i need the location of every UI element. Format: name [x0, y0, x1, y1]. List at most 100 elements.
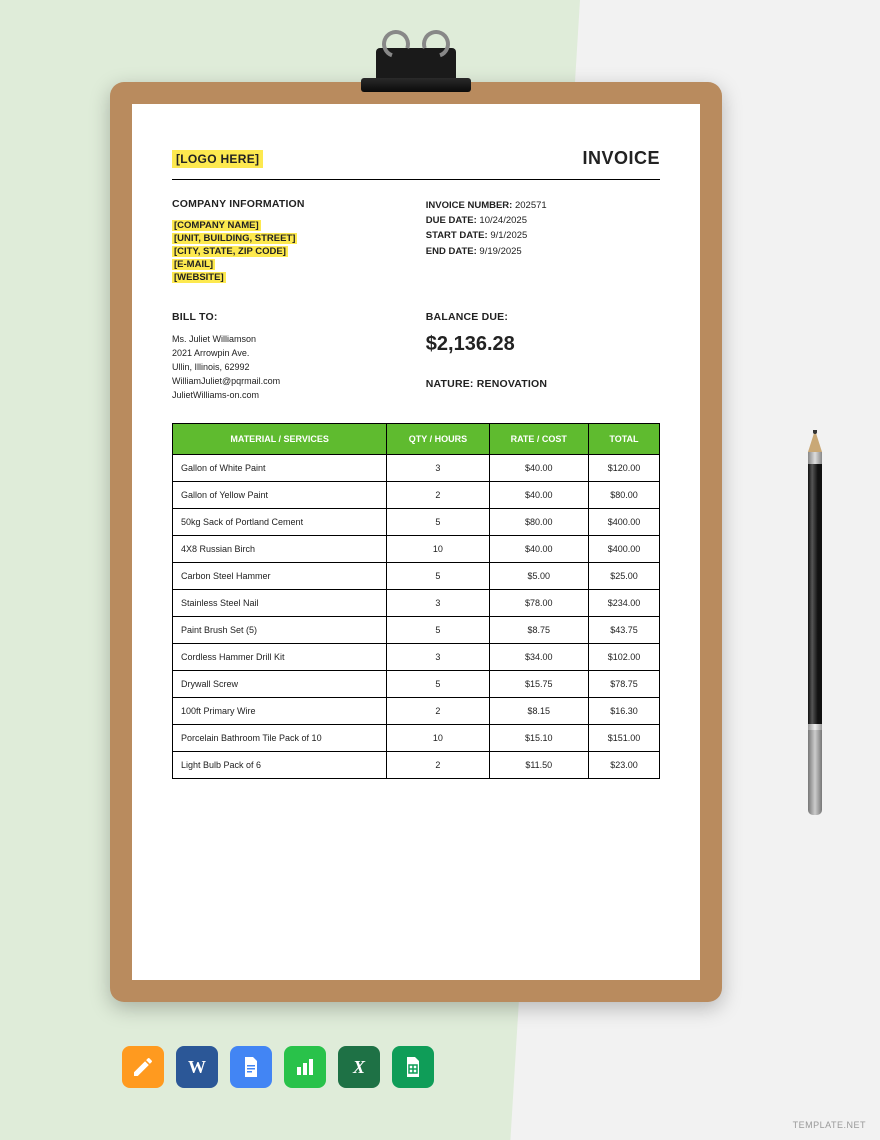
invoice-meta-line: END DATE: 9/19/2025	[426, 244, 660, 259]
invoice-title: INVOICE	[582, 148, 660, 169]
bill-to-line: WilliamJuliet@pqrmail.com	[172, 375, 406, 389]
table-cell: $120.00	[588, 454, 659, 481]
table-row: Porcelain Bathroom Tile Pack of 1010$15.…	[173, 724, 660, 751]
table-cell: Gallon of White Paint	[173, 454, 387, 481]
pages-icon[interactable]	[122, 1046, 164, 1088]
table-row: Light Bulb Pack of 62$11.50$23.00	[173, 751, 660, 778]
table-row: Gallon of White Paint3$40.00$120.00	[173, 454, 660, 481]
table-cell: Stainless Steel Nail	[173, 589, 387, 616]
table-header-cell: MATERIAL / SERVICES	[173, 423, 387, 454]
pen-decoration	[808, 430, 822, 815]
table-row: 50kg Sack of Portland Cement5$80.00$400.…	[173, 508, 660, 535]
company-info-heading: COMPANY INFORMATION	[172, 198, 406, 210]
table-cell: $43.75	[588, 616, 659, 643]
table-header-cell: RATE / COST	[489, 423, 588, 454]
bill-to-line: 2021 Arrowpin Ave.	[172, 347, 406, 361]
bill-to-block: BILL TO: Ms. Juliet Williamson2021 Arrow…	[172, 311, 406, 403]
nature-line: NATURE: RENOVATION	[426, 378, 660, 390]
table-cell: Cordless Hammer Drill Kit	[173, 643, 387, 670]
table-cell: 3	[387, 454, 489, 481]
balance-block: BALANCE DUE: $2,136.28 NATURE: RENOVATIO…	[426, 311, 660, 403]
table-cell: 3	[387, 589, 489, 616]
table-header-cell: QTY / HOURS	[387, 423, 489, 454]
table-cell: $23.00	[588, 751, 659, 778]
table-cell: $400.00	[588, 535, 659, 562]
table-cell: $78.75	[588, 670, 659, 697]
table-cell: Light Bulb Pack of 6	[173, 751, 387, 778]
bill-to-line: Ms. Juliet Williamson	[172, 333, 406, 347]
table-cell: 3	[387, 643, 489, 670]
company-placeholder: [E-MAIL]	[172, 259, 215, 270]
table-cell: $151.00	[588, 724, 659, 751]
header-rule	[172, 179, 660, 180]
table-cell: $34.00	[489, 643, 588, 670]
watermark: TEMPLATE.NET	[793, 1120, 866, 1130]
table-row: Drywall Screw5$15.75$78.75	[173, 670, 660, 697]
table-cell: 50kg Sack of Portland Cement	[173, 508, 387, 535]
table-row: Cordless Hammer Drill Kit3$34.00$102.00	[173, 643, 660, 670]
company-placeholder: [COMPANY NAME]	[172, 220, 261, 231]
table-cell: $40.00	[489, 535, 588, 562]
balance-amount: $2,136.28	[426, 333, 660, 356]
table-cell: $15.10	[489, 724, 588, 751]
table-cell: $15.75	[489, 670, 588, 697]
invoice-paper: [LOGO HERE] INVOICE COMPANY INFORMATION …	[132, 104, 700, 980]
bill-to-heading: BILL TO:	[172, 311, 406, 323]
table-cell: $8.15	[489, 697, 588, 724]
binder-clip	[361, 48, 471, 108]
table-cell: $5.00	[489, 562, 588, 589]
table-cell: $11.50	[489, 751, 588, 778]
table-header-cell: TOTAL	[588, 423, 659, 454]
company-placeholder: [WEBSITE]	[172, 272, 226, 283]
table-row: Stainless Steel Nail3$78.00$234.00	[173, 589, 660, 616]
table-cell: $78.00	[489, 589, 588, 616]
table-cell: 10	[387, 535, 489, 562]
table-cell: $8.75	[489, 616, 588, 643]
sheets-icon[interactable]	[392, 1046, 434, 1088]
invoice-meta-line: INVOICE NUMBER: 202571	[426, 198, 660, 213]
invoice-meta-line: START DATE: 9/1/2025	[426, 228, 660, 243]
table-row: Gallon of Yellow Paint2$40.00$80.00	[173, 481, 660, 508]
table-cell: 5	[387, 508, 489, 535]
company-info-block: COMPANY INFORMATION [COMPANY NAME] [UNIT,…	[172, 198, 406, 285]
table-row: Paint Brush Set (5)5$8.75$43.75	[173, 616, 660, 643]
table-cell: $25.00	[588, 562, 659, 589]
table-cell: $40.00	[489, 454, 588, 481]
invoice-meta-line: DUE DATE: 10/24/2025	[426, 213, 660, 228]
table-cell: Paint Brush Set (5)	[173, 616, 387, 643]
table-cell: 2	[387, 697, 489, 724]
table-cell: 2	[387, 751, 489, 778]
table-cell: 2	[387, 481, 489, 508]
clipboard: [LOGO HERE] INVOICE COMPANY INFORMATION …	[110, 82, 722, 1002]
table-cell: 100ft Primary Wire	[173, 697, 387, 724]
logo-placeholder: [LOGO HERE]	[172, 150, 263, 168]
bill-to-line: JulietWilliams-on.com	[172, 389, 406, 403]
table-cell: 5	[387, 616, 489, 643]
bill-to-line: Ullin, Illinois, 62992	[172, 361, 406, 375]
table-cell: $234.00	[588, 589, 659, 616]
table-cell: Porcelain Bathroom Tile Pack of 10	[173, 724, 387, 751]
company-placeholder: [CITY, STATE, ZIP CODE]	[172, 246, 288, 257]
table-row: 4X8 Russian Birch10$40.00$400.00	[173, 535, 660, 562]
table-row: 100ft Primary Wire2$8.15$16.30	[173, 697, 660, 724]
table-cell: $400.00	[588, 508, 659, 535]
numbers-icon[interactable]	[284, 1046, 326, 1088]
invoice-meta-block: INVOICE NUMBER: 202571DUE DATE: 10/24/20…	[426, 198, 660, 285]
app-icons-row: WX	[122, 1046, 434, 1088]
table-cell: $40.00	[489, 481, 588, 508]
line-items-table: MATERIAL / SERVICESQTY / HOURSRATE / COS…	[172, 423, 660, 779]
table-cell: $102.00	[588, 643, 659, 670]
word-icon[interactable]: W	[176, 1046, 218, 1088]
company-placeholder: [UNIT, BUILDING, STREET]	[172, 233, 297, 244]
table-cell: 10	[387, 724, 489, 751]
table-cell: 5	[387, 562, 489, 589]
table-cell: Drywall Screw	[173, 670, 387, 697]
excel-icon[interactable]: X	[338, 1046, 380, 1088]
table-cell: $80.00	[588, 481, 659, 508]
gdocs-icon[interactable]	[230, 1046, 272, 1088]
balance-heading: BALANCE DUE:	[426, 311, 660, 323]
table-row: Carbon Steel Hammer5$5.00$25.00	[173, 562, 660, 589]
table-cell: 4X8 Russian Birch	[173, 535, 387, 562]
table-cell: $16.30	[588, 697, 659, 724]
table-cell: Gallon of Yellow Paint	[173, 481, 387, 508]
